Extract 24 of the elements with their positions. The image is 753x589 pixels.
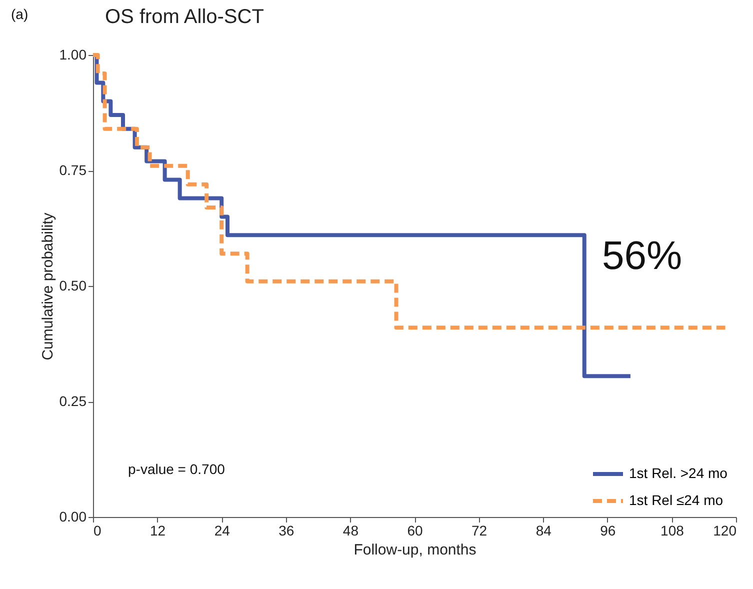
legend-label: 1st Rel. >24 mo	[629, 465, 728, 481]
y-tick-label: 1.00	[59, 46, 87, 62]
x-tick-label: 72	[472, 522, 488, 538]
x-axis-title: Follow-up, months	[354, 542, 476, 558]
x-tick-label: 24	[214, 522, 230, 538]
x-tick-label: 0	[94, 522, 102, 538]
x-tick-label: 120	[713, 522, 737, 538]
x-tick-label: 96	[600, 522, 616, 538]
annotation: 56%	[602, 234, 682, 278]
legend-label: 1st Rel ≤24 mo	[629, 492, 724, 508]
x-tick-label: 48	[342, 522, 359, 538]
y-axis-title: Cumulative probability	[39, 212, 56, 360]
text: (a)	[11, 6, 28, 22]
x-tick-label: 12	[150, 522, 166, 538]
y-tick-label: 0.75	[59, 162, 87, 178]
annotation: p-value = 0.700	[128, 461, 226, 477]
x-tick-label: 60	[407, 522, 423, 538]
x-tick-label: 84	[536, 522, 552, 538]
y-tick-label: 0.00	[59, 508, 87, 524]
x-tick-label: 108	[660, 522, 684, 538]
y-tick-label: 0.25	[59, 393, 87, 409]
x-tick-label: 36	[278, 522, 294, 538]
y-tick-label: 0.50	[59, 278, 87, 294]
chart-title: OS from Allo-SCT	[105, 6, 264, 28]
